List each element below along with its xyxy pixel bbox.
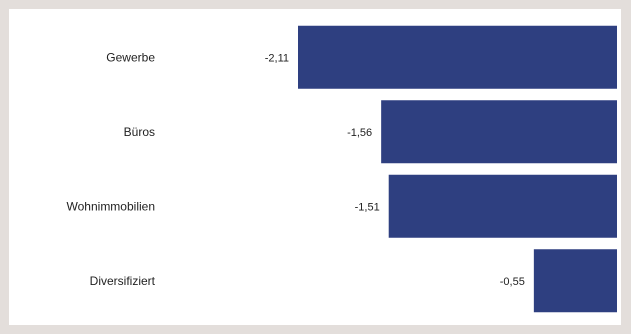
bar-gewerbe [298,25,617,89]
bar-chart: Gewerbe -2,11 Büros -1,56 Wohnimmobilien -1,5… [67,25,617,313]
value-label: -1,51 [355,201,380,213]
bar-wohnimmobilien [388,174,617,238]
category-label: Gewerbe [106,50,155,64]
value-label: -2,11 [265,52,289,64]
category-label: Diversifiziert [90,274,156,288]
value-label: -0,55 [500,276,525,288]
bar-diversifiziert [533,249,617,313]
chart-panel: Gewerbe -2,11 Büros -1,56 Wohnimmobilien -1,5… [9,9,621,325]
bar-büros [381,100,617,164]
value-label: -1,56 [347,127,372,139]
category-label: Büros [124,125,155,139]
category-label: Wohnimmobilien [67,199,155,213]
